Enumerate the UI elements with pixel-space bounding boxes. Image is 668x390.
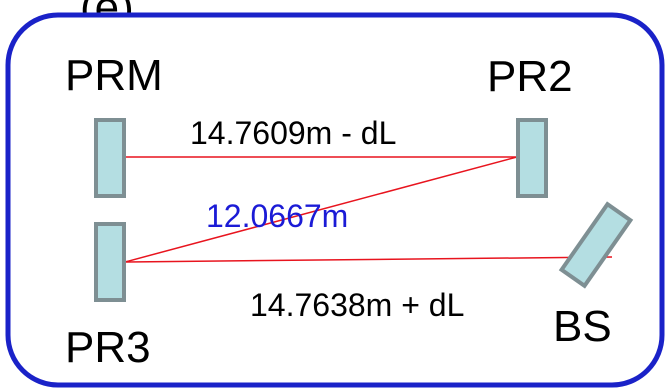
frame-border	[5, 12, 665, 388]
mirror-prm	[94, 118, 126, 198]
label-prm: PRM	[65, 51, 163, 100]
label-bs: BS	[553, 302, 612, 351]
mirror-pr3	[94, 222, 126, 302]
distance-prm-pr2: 14.7609m - dL	[190, 115, 396, 151]
beam-pr2-pr3	[124, 156, 518, 263]
distance-pr2-pr3: 12.0667m	[206, 198, 348, 234]
mirror-pr2	[516, 118, 548, 198]
label-pr2: PR2	[487, 52, 573, 101]
distance-pr3-bs: 14.7638m + dL	[250, 287, 464, 323]
mirror-bs	[558, 201, 634, 289]
beam-pr3-bs	[124, 256, 613, 263]
label-pr3: PR3	[65, 323, 151, 372]
